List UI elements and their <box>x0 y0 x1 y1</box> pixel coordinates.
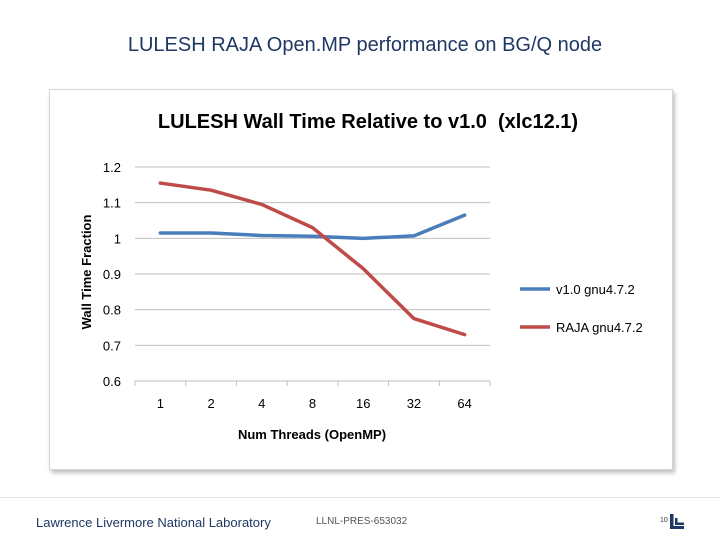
y-tick-label: 0.9 <box>103 267 121 282</box>
footer-bar <box>0 497 720 541</box>
data-point <box>361 267 365 271</box>
data-point <box>209 231 213 235</box>
x-tick-label: 8 <box>309 396 316 411</box>
data-point <box>260 202 264 206</box>
data-point <box>361 236 365 240</box>
gridlines <box>134 166 491 386</box>
data-point <box>158 231 162 235</box>
data-point <box>260 233 264 237</box>
legend: v1.0 gnu4.7.2 RAJA gnu4.7.2 <box>520 282 643 335</box>
x-tick-label: 1 <box>157 396 164 411</box>
x-tick-labels: 1 2 4 8 16 32 64 <box>157 396 472 411</box>
x-tick-label: 2 <box>207 396 214 411</box>
y-tick-label: 1.1 <box>103 196 121 211</box>
y-axis-label: Wall Time Fraction <box>79 215 94 330</box>
page-number: 10 <box>660 517 668 524</box>
footer-document-code: LLNL-PRES-653032 <box>316 516 408 527</box>
legend-entry: v1.0 gnu4.7.2 <box>556 282 635 297</box>
x-axis-label: Num Threads (OpenMP) <box>238 427 386 442</box>
data-point <box>412 234 416 238</box>
data-point <box>209 188 213 192</box>
data-point <box>463 213 467 217</box>
y-tick-labels: 0.6 0.7 0.8 0.9 1 1.1 1.2 <box>103 160 121 389</box>
line-chart: LULESH Wall Time Relative to v1.0 (xlc12… <box>79 111 643 442</box>
data-point <box>463 333 467 337</box>
data-point <box>158 181 162 185</box>
y-tick-label: 0.7 <box>103 338 121 353</box>
data-point <box>311 226 314 230</box>
chart-title: LULESH Wall Time Relative to v1.0 (xlc12… <box>158 111 578 133</box>
series-line <box>158 181 467 337</box>
slide-title: LULESH RAJA Open.MP performance on BG/Q … <box>127 34 603 56</box>
y-tick-label: 0.8 <box>103 303 121 318</box>
llnl-logo-icon <box>670 514 684 529</box>
legend-entry: RAJA gnu4.7.2 <box>556 320 643 335</box>
data-point <box>412 317 416 321</box>
x-tick-label: 4 <box>258 396 265 411</box>
x-tick-label: 32 <box>407 396 421 411</box>
y-tick-label: 1.2 <box>103 160 121 175</box>
series-lines <box>158 181 467 337</box>
x-tick-label: 16 <box>356 396 370 411</box>
footer-lab-name: Lawrence Livermore National Laboratory <box>36 515 271 530</box>
data-point <box>311 234 314 238</box>
y-tick-label: 0.6 <box>103 374 121 389</box>
x-tick-label: 64 <box>457 396 471 411</box>
chart-frame: LULESH Wall Time Relative to v1.0 (xlc12… <box>49 89 673 470</box>
y-tick-label: 1 <box>114 231 121 246</box>
